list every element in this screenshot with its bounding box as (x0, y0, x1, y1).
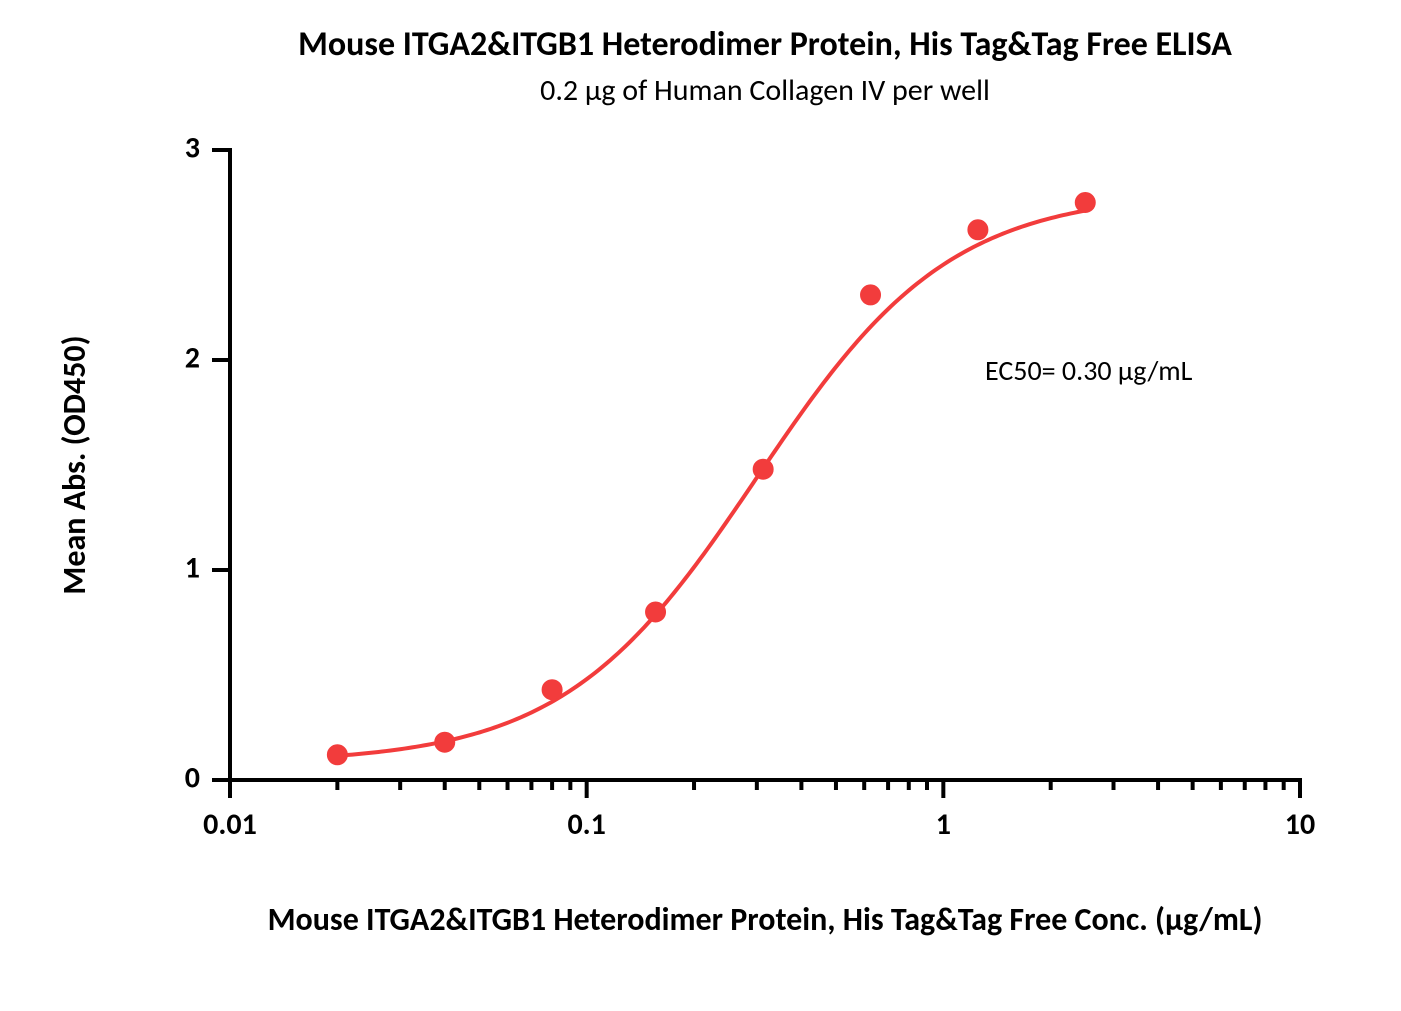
data-point (327, 745, 347, 765)
data-point (753, 459, 773, 479)
data-point (968, 220, 988, 240)
data-point (861, 285, 881, 305)
y-tick-label: 2 (185, 339, 200, 376)
chart-title-main: Mouse ITGA2&ITGB1 Heterodimer Protein, H… (298, 24, 1232, 65)
y-tick-label: 1 (185, 549, 200, 586)
ec50-annotation: EC50= 0.30 μg/mL (985, 353, 1193, 388)
y-axis-label: Mean Abs. (OD450) (55, 335, 94, 594)
chart-container: Mouse ITGA2&ITGB1 Heterodimer Protein, H… (0, 0, 1401, 1011)
x-tick-label: 0.1 (567, 806, 605, 843)
data-point (646, 602, 666, 622)
y-tick-label: 0 (185, 759, 200, 796)
x-axis-label: Mouse ITGA2&ITGB1 Heterodimer Protein, H… (268, 900, 1263, 939)
data-point (542, 680, 562, 700)
x-tick-label: 1 (936, 806, 951, 843)
x-tick-label: 0.01 (203, 806, 257, 843)
data-point (1075, 193, 1095, 213)
y-tick-label: 3 (185, 129, 200, 166)
x-tick-label: 10 (1285, 806, 1315, 843)
data-point (435, 732, 455, 752)
chart-title-sub: 0.2 μg of Human Collagen IV per well (540, 72, 990, 109)
data-markers (327, 193, 1095, 765)
dose-response-curve (337, 211, 1085, 756)
